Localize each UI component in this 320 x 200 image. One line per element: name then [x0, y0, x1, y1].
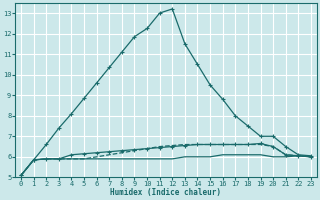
X-axis label: Humidex (Indice chaleur): Humidex (Indice chaleur) [110, 188, 221, 197]
